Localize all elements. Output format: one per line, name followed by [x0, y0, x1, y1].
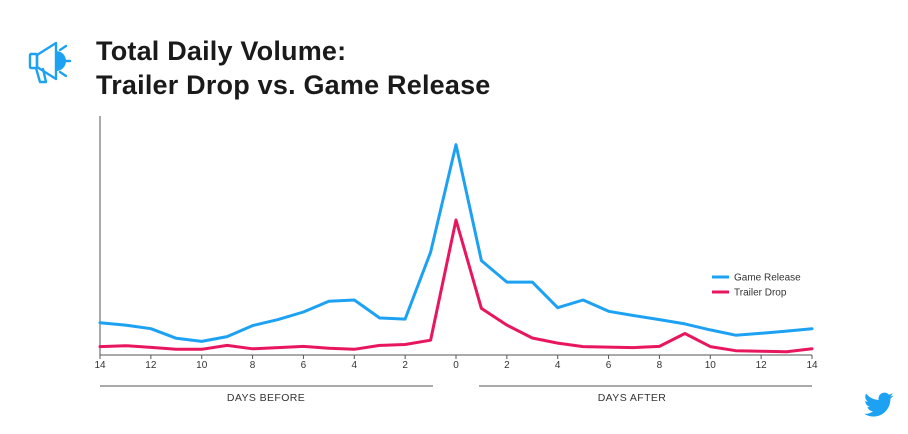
x-tick-label: 14 — [94, 360, 106, 371]
chart-header: Total Daily Volume: Trailer Drop vs. Gam… — [26, 34, 491, 102]
chart-title-line2: Trailer Drop vs. Game Release — [96, 70, 491, 100]
chart-title: Total Daily Volume: Trailer Drop vs. Gam… — [96, 34, 491, 102]
x-group-labels: DAYS BEFORE DAYS AFTER — [100, 385, 812, 404]
x-tick-label: 6 — [301, 360, 307, 371]
legend: Game Release Trailer Drop — [712, 273, 801, 299]
series-layer — [98, 143, 814, 354]
legend-label: Game Release — [734, 273, 801, 284]
x-tick-label: 6 — [606, 360, 612, 371]
x-tick-labels: 14 12 10 8 6 4 2 0 2 4 6 8 10 12 14 — [94, 355, 818, 371]
twitter-bird-icon — [864, 392, 894, 417]
x-tick-label: 8 — [657, 360, 663, 371]
x-tick-label: 4 — [555, 360, 561, 371]
days-after-label: DAYS AFTER — [598, 392, 667, 404]
chart-axes — [99, 116, 812, 356]
series-line-trailer-drop — [98, 218, 814, 354]
x-tick-label: 10 — [705, 360, 717, 371]
x-tick-label: 10 — [196, 360, 208, 371]
x-tick-label: 4 — [352, 360, 358, 371]
chart-title-line1: Total Daily Volume: — [96, 36, 347, 66]
x-tick-label: 12 — [145, 360, 157, 371]
x-tick-label: 8 — [250, 360, 256, 371]
megaphone-icon — [28, 41, 72, 84]
series-line-game-release — [98, 143, 814, 343]
days-before-label: DAYS BEFORE — [227, 392, 305, 404]
x-tick-label: 2 — [504, 360, 510, 371]
x-tick-label: 12 — [756, 360, 768, 371]
legend-label: Trailer Drop — [734, 288, 787, 299]
x-tick-label: 14 — [806, 360, 818, 371]
x-tick-label: 0 — [453, 360, 459, 371]
x-tick-label: 2 — [402, 360, 408, 371]
